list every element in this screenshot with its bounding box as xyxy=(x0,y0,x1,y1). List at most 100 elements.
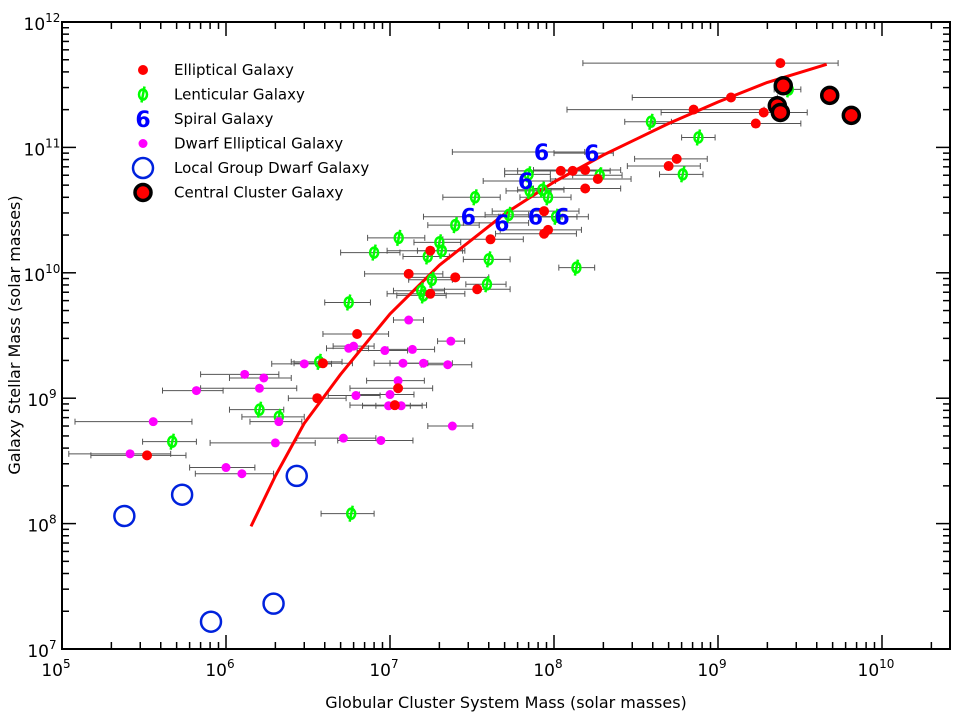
x-axis-title: Globular Cluster System Mass (solar mass… xyxy=(325,693,687,712)
lenticular-point-stroke xyxy=(484,276,490,293)
spiral-point: 6 xyxy=(534,141,549,166)
dwarf-elliptical-point xyxy=(148,417,158,427)
spiral-point: 6 xyxy=(518,170,533,195)
plot-area xyxy=(61,21,951,650)
elliptical-point xyxy=(389,400,400,411)
x-tick-label: 109 xyxy=(697,657,726,681)
y-axis-title: Galaxy Stellar Mass (solar masses) xyxy=(5,195,24,474)
elliptical-point xyxy=(592,173,603,184)
dwarf-elliptical-point xyxy=(191,386,201,396)
legend-marker xyxy=(138,139,148,148)
elliptical-point xyxy=(725,92,736,103)
legend-label: Elliptical Galaxy xyxy=(174,61,294,79)
elliptical-point xyxy=(758,107,769,118)
elliptical-point xyxy=(485,234,496,245)
dwarf-elliptical-point xyxy=(274,417,284,427)
elliptical-point xyxy=(393,383,404,394)
lenticular-point-stroke xyxy=(695,129,702,146)
lenticular-point-stroke xyxy=(545,189,551,206)
lenticular-point-stroke xyxy=(553,208,559,225)
dwarf-elliptical-point xyxy=(393,376,403,386)
dwarf-elliptical-point xyxy=(299,359,309,369)
x-tick-label: 105 xyxy=(41,657,70,681)
central-cluster-point xyxy=(773,76,794,96)
elliptical-point xyxy=(775,58,786,69)
dwarf-elliptical-point xyxy=(380,346,390,356)
legend-marker xyxy=(138,65,148,75)
lenticular-point-stroke xyxy=(486,251,492,268)
local-group-point xyxy=(113,504,136,528)
lenticular-point-stroke xyxy=(472,189,478,206)
dwarf-elliptical-point xyxy=(407,344,417,354)
elliptical-point xyxy=(671,153,682,164)
plot-frame xyxy=(61,21,951,650)
elliptical-point xyxy=(663,161,674,172)
local-group-point xyxy=(199,610,223,633)
x-tick-label: 107 xyxy=(369,657,398,681)
elliptical-point xyxy=(567,165,578,176)
x-tick-label: 108 xyxy=(533,657,562,681)
dwarf-elliptical-point xyxy=(338,433,348,443)
y-tick-label: 109 xyxy=(27,387,56,411)
dwarf-elliptical-point xyxy=(446,336,456,346)
elliptical-point xyxy=(317,358,328,369)
legend-label: Spiral Galaxy xyxy=(174,110,274,128)
local-group-point xyxy=(262,592,285,615)
lenticular-point-stroke xyxy=(539,181,546,198)
elliptical-point xyxy=(352,329,363,340)
x-tick-label: 1010 xyxy=(858,657,895,681)
spiral-point: 6 xyxy=(461,206,476,231)
elliptical-point xyxy=(555,165,566,176)
elliptical-point xyxy=(472,284,483,295)
lenticular-point-stroke xyxy=(525,166,532,183)
dwarf-elliptical-point xyxy=(351,391,361,401)
legend-marker xyxy=(133,182,153,203)
lenticular-point-stroke xyxy=(348,505,354,522)
lenticular-point-stroke xyxy=(452,216,458,234)
lenticular-point-stroke xyxy=(169,433,175,450)
dwarf-elliptical-point xyxy=(125,449,135,459)
legend-marker: 6 xyxy=(135,108,150,133)
elliptical-point xyxy=(142,450,153,461)
y-tick-label: 108 xyxy=(27,513,56,537)
lenticular-point-stroke xyxy=(420,287,427,304)
legend-marker-stroke xyxy=(140,86,146,103)
elliptical-point xyxy=(539,206,550,217)
legend-marker xyxy=(131,156,155,180)
central-cluster-point xyxy=(770,102,791,123)
dwarf-elliptical-point xyxy=(254,383,264,393)
elliptical-point xyxy=(688,104,699,115)
elliptical-point xyxy=(403,268,414,279)
dwarf-elliptical-point xyxy=(447,421,457,431)
elliptical-point xyxy=(425,288,436,299)
legend-label: Lenticular Galaxy xyxy=(174,86,305,104)
spiral-point: 6 xyxy=(494,212,509,237)
central-cluster-point xyxy=(841,105,862,126)
elliptical-point xyxy=(750,118,761,129)
local-group-point xyxy=(285,464,308,488)
lenticular-point-stroke xyxy=(371,244,377,261)
dwarf-elliptical-point xyxy=(443,360,453,370)
elliptical-point xyxy=(580,165,591,176)
y-tick-label: 1012 xyxy=(24,11,61,35)
dwarf-elliptical-point xyxy=(404,315,414,325)
elliptical-point xyxy=(312,393,323,404)
lenticular-point-stroke xyxy=(506,206,512,224)
lenticular-point-stroke xyxy=(680,166,686,183)
legend-label: Local Group Dwarf Galaxy xyxy=(174,159,369,177)
lenticular-point-stroke xyxy=(648,113,654,131)
lenticular-point-stroke xyxy=(395,229,402,247)
y-tick-label: 1010 xyxy=(24,262,61,286)
spiral-point: 6 xyxy=(554,206,569,231)
lenticular-point-stroke xyxy=(429,271,435,288)
dwarf-elliptical-point xyxy=(376,435,386,445)
y-tick-label: 1011 xyxy=(24,136,61,160)
dwarf-elliptical-point xyxy=(259,373,269,383)
dwarf-elliptical-point xyxy=(240,369,250,379)
legend-label: Central Cluster Galaxy xyxy=(174,184,343,202)
lenticular-point-stroke xyxy=(439,242,445,259)
lenticular-point-stroke xyxy=(526,182,533,200)
elliptical-point xyxy=(539,228,550,239)
x-tick-label: 106 xyxy=(205,657,234,681)
